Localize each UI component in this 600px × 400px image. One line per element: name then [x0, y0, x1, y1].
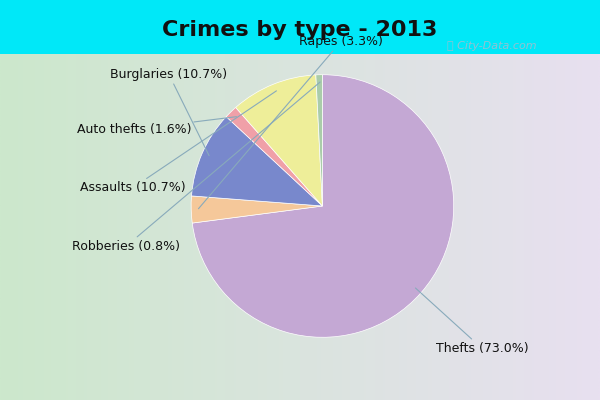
Wedge shape [316, 75, 322, 206]
Text: Assaults (10.7%): Assaults (10.7%) [80, 91, 277, 194]
Text: ⓘ City-Data.com: ⓘ City-Data.com [446, 41, 536, 51]
Wedge shape [191, 117, 322, 206]
Wedge shape [236, 75, 322, 206]
Text: Burglaries (10.7%): Burglaries (10.7%) [110, 68, 227, 156]
Text: Robberies (0.8%): Robberies (0.8%) [72, 82, 320, 253]
Text: Crimes by type - 2013: Crimes by type - 2013 [163, 20, 437, 40]
Wedge shape [192, 75, 454, 337]
Text: Thefts (73.0%): Thefts (73.0%) [415, 288, 528, 355]
Text: Auto thefts (1.6%): Auto thefts (1.6%) [77, 117, 236, 136]
Wedge shape [191, 196, 322, 223]
Text: Rapes (3.3%): Rapes (3.3%) [199, 35, 383, 209]
Wedge shape [226, 108, 322, 206]
